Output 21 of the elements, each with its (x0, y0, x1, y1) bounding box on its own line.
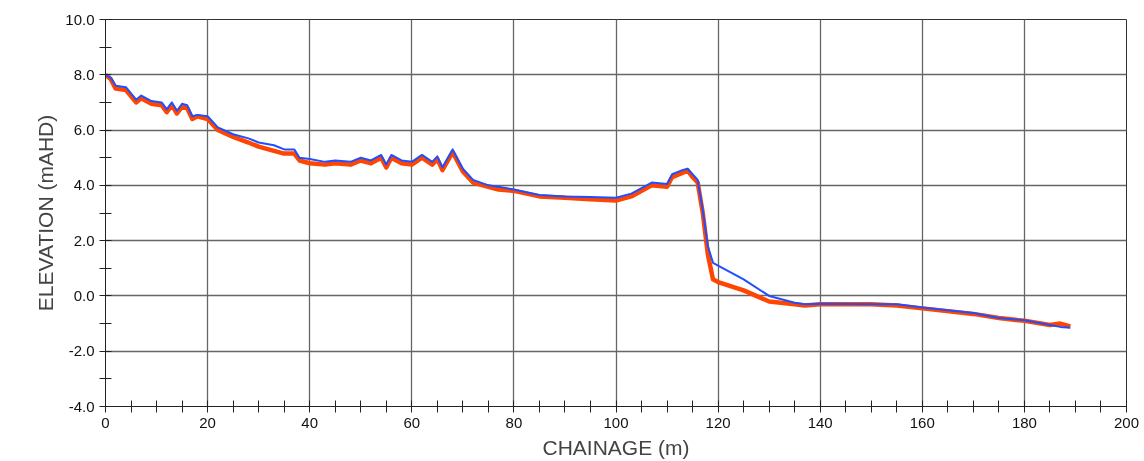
y-tick-label: -2.0 (68, 342, 95, 360)
x-tick-label: 60 (403, 413, 421, 431)
x-tick-label: 80 (505, 413, 523, 431)
x-tick-label: 120 (705, 413, 731, 431)
y-tick-label: -4.0 (68, 397, 95, 415)
y-tick-label: 4.0 (73, 176, 95, 194)
x-tick-label: 180 (1011, 413, 1037, 431)
x-tick-label: 100 (603, 413, 629, 431)
x-tick-label: 160 (909, 413, 935, 431)
y-tick-label: 6.0 (73, 121, 95, 139)
x-tick-label: 40 (301, 413, 319, 431)
y-axis-title: ELEVATION (mAHD) (34, 114, 58, 312)
y-tick-label: 10.0 (65, 10, 95, 28)
y-tick-label: 0.0 (73, 286, 95, 304)
x-tick-label: 0 (101, 413, 110, 431)
y-tick-label: 2.0 (73, 231, 95, 249)
y-tick-label: 8.0 (73, 65, 95, 83)
x-tick-label: 200 (1113, 413, 1140, 431)
x-tick-label: 20 (199, 413, 216, 431)
x-axis-title: CHAINAGE (m) (542, 435, 690, 459)
x-tick-label: 140 (807, 413, 833, 431)
